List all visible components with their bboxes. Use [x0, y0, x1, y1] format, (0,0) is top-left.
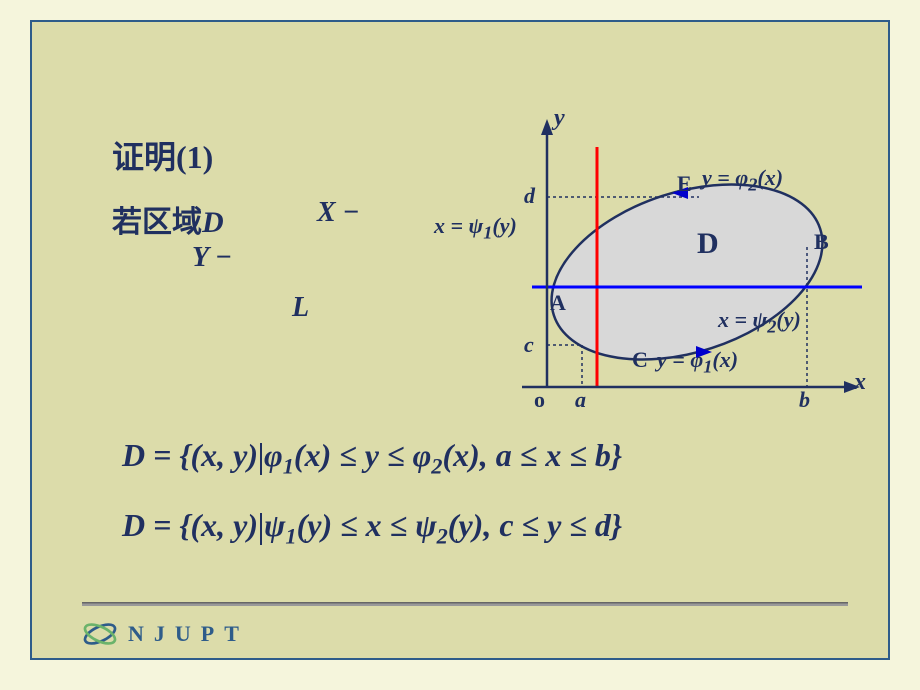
B-label: B: [814, 229, 829, 255]
E-label: E: [677, 171, 692, 197]
psi1-label: x = ψ1(y): [434, 213, 517, 243]
body-X: X −: [317, 197, 360, 229]
footer-logo: NJUPT: [82, 620, 249, 648]
phi1-label: y = φ1(x): [657, 347, 738, 377]
body-text-1: 若区域D: [112, 197, 224, 241]
formula-1: D = {(x, y)φ1(x) ≤ y ≤ φ2(x), a ≤ x ≤ b}: [122, 437, 622, 479]
a-label: a: [575, 387, 586, 413]
njupt-logo-icon: [82, 620, 118, 648]
diagram-region: y x o a b c d A B C E D y = φ2(x) y = φ1…: [462, 107, 862, 407]
d-label: d: [524, 183, 535, 209]
psi2-label: x = ψ2(y): [718, 307, 801, 337]
C-label: C: [632, 347, 648, 373]
A-label: A: [550, 290, 566, 316]
b-label: b: [799, 387, 810, 413]
proof-title: 证明(1): [112, 132, 213, 178]
footer-text: NJUPT: [128, 621, 249, 647]
body-Y: Y −: [192, 242, 232, 274]
y-axis-arrow: [541, 119, 553, 135]
body-prefix: 若区域: [112, 206, 202, 239]
footer-line: [82, 602, 848, 606]
formula-2: D = {(x, y)ψ1(y) ≤ x ≤ ψ2(y), c ≤ y ≤ d}: [122, 507, 622, 549]
c-label: c: [524, 332, 534, 358]
body-L: L: [292, 292, 309, 324]
phi2-label: y = φ2(x): [702, 165, 783, 195]
D-region-label: D: [697, 227, 719, 261]
slide-container: 证明(1) 若区域D X − Y − L y: [30, 20, 890, 660]
y-axis-label: y: [554, 105, 565, 132]
body-D: D: [202, 206, 224, 239]
x-axis-label: x: [854, 369, 866, 396]
origin-label: o: [534, 387, 545, 413]
